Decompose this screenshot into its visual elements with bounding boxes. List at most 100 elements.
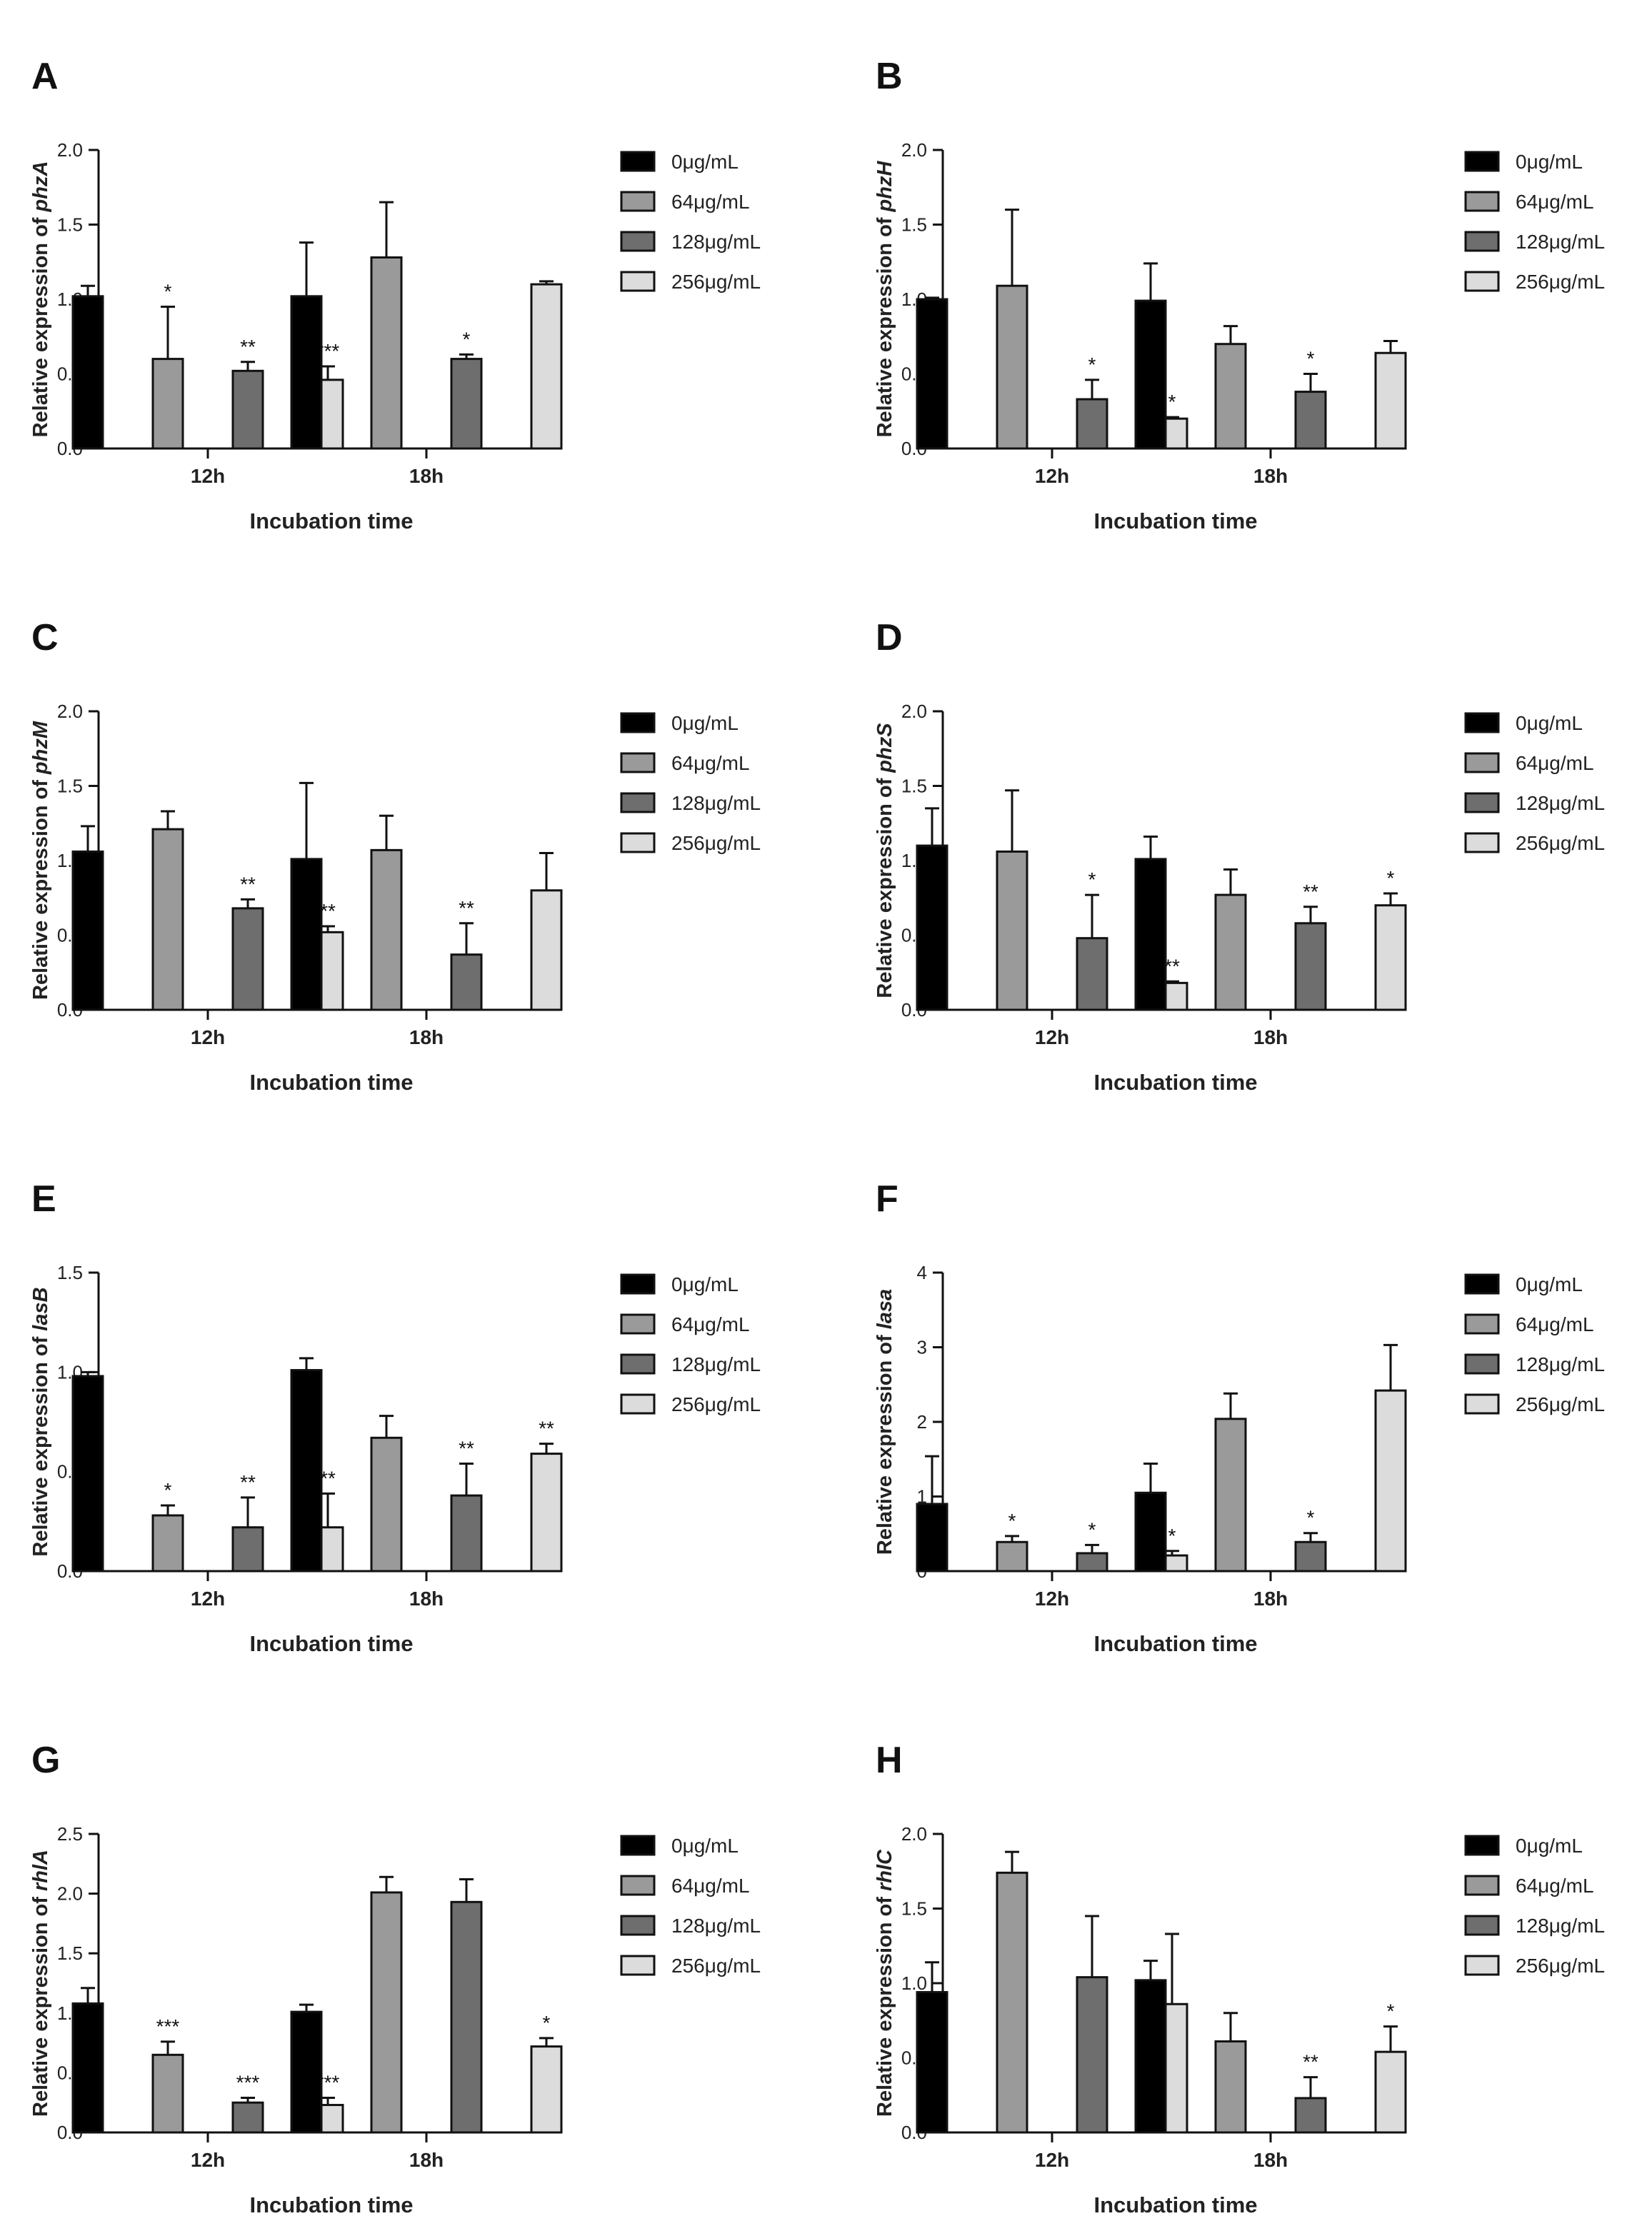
bar xyxy=(71,2002,104,2134)
bar xyxy=(231,2101,264,2134)
x-tick-label: 18h xyxy=(1253,1026,1288,1048)
legend-swatch xyxy=(1464,1353,1500,1375)
bar xyxy=(450,953,483,1011)
bar xyxy=(370,1436,403,1573)
significance-marker: *** xyxy=(156,2015,180,2037)
legend-label: 64μg/mL xyxy=(671,1313,750,1335)
panel-label: A xyxy=(31,56,59,97)
bar xyxy=(290,858,323,1011)
panel-label: C xyxy=(31,617,59,658)
significance-marker: * xyxy=(1387,867,1395,889)
y-tick-label: 1.5 xyxy=(57,1262,83,1283)
significance-marker: ** xyxy=(240,873,256,895)
bar xyxy=(231,1526,264,1573)
bar xyxy=(916,298,948,450)
y-tick-label: 1.0 xyxy=(901,1972,927,1994)
legend-label: 128μg/mL xyxy=(1516,231,1605,253)
legend-label: 256μg/mL xyxy=(671,271,761,293)
significance-marker: * xyxy=(1088,868,1096,891)
significance-marker: * xyxy=(1168,391,1176,413)
legend-label: 64μg/mL xyxy=(1516,191,1594,213)
bar xyxy=(1076,1552,1108,1573)
x-tick-label: 18h xyxy=(409,1026,444,1048)
bar xyxy=(151,2053,184,2134)
legend-swatch xyxy=(1464,1313,1500,1335)
bar xyxy=(916,1503,948,1573)
x-tick-label: 18h xyxy=(1253,2149,1288,2171)
legend-swatch xyxy=(1464,1955,1500,1976)
y-tick-label: 2.0 xyxy=(57,139,83,161)
x-tick-label: 12h xyxy=(191,465,225,487)
legend-swatch xyxy=(620,1955,656,1976)
y-tick-label: 1.5 xyxy=(57,214,83,236)
significance-marker: ** xyxy=(240,1471,256,1493)
y-tick-label: 1 xyxy=(917,1486,927,1508)
y-axis-label: Relative expression of lasa xyxy=(873,1289,896,1555)
legend-swatch xyxy=(1464,832,1500,853)
panel-label: E xyxy=(31,1178,56,1220)
bar xyxy=(1374,351,1407,450)
x-tick-label: 12h xyxy=(1035,465,1069,487)
panel-label: D xyxy=(876,617,903,658)
legend-swatch xyxy=(1464,151,1500,172)
legend-swatch xyxy=(620,1353,656,1375)
bar xyxy=(530,889,563,1011)
y-axis-label: Relative expression of lasB xyxy=(29,1287,52,1556)
x-axis-label: Incubation time xyxy=(249,1631,413,1656)
bar xyxy=(1076,1976,1108,2134)
significance-marker: * xyxy=(164,1479,172,1501)
significance-marker: ** xyxy=(320,1467,336,1489)
legend-label: 0μg/mL xyxy=(671,1835,739,1857)
y-tick-label: 3 xyxy=(917,1337,927,1358)
legend-label: 64μg/mL xyxy=(671,191,750,213)
legend-swatch xyxy=(620,1875,656,1896)
y-tick-label: 2.0 xyxy=(57,701,83,722)
legend-label: 128μg/mL xyxy=(671,792,761,814)
legend-swatch xyxy=(1464,1393,1500,1415)
legend-swatch xyxy=(1464,1835,1500,1856)
legend-swatch xyxy=(620,1915,656,1936)
significance-marker: * xyxy=(1387,2000,1395,2022)
bar xyxy=(290,1369,323,1573)
legend-label: 0μg/mL xyxy=(1516,712,1583,734)
bar xyxy=(1134,1979,1167,2134)
x-tick-label: 18h xyxy=(1253,465,1288,487)
x-tick-label: 18h xyxy=(409,2149,444,2171)
x-tick-label: 18h xyxy=(409,465,444,487)
bar xyxy=(450,358,483,450)
y-tick-label: 1.5 xyxy=(901,1898,927,1920)
legend-label: 256μg/mL xyxy=(1516,1955,1605,1977)
bar xyxy=(231,907,264,1011)
bar xyxy=(530,1453,563,1573)
bar xyxy=(71,295,104,450)
legend-label: 0μg/mL xyxy=(671,1273,739,1295)
x-tick-label: 12h xyxy=(191,1588,225,1610)
y-tick-label: 1.5 xyxy=(901,214,927,236)
y-tick-label: 2.0 xyxy=(901,1823,927,1845)
x-tick-label: 12h xyxy=(1035,1588,1069,1610)
x-axis-label: Incubation time xyxy=(1093,2192,1257,2217)
bar xyxy=(290,295,323,450)
significance-marker: * xyxy=(164,280,172,302)
legend-label: 0μg/mL xyxy=(1516,1835,1583,1857)
panel-f: F01234Relative expression of lasa***12h*… xyxy=(873,1178,1605,1656)
bar xyxy=(71,850,104,1011)
x-tick-label: 12h xyxy=(1035,1026,1069,1048)
bar xyxy=(370,848,403,1011)
legend-label: 128μg/mL xyxy=(671,1353,761,1375)
bar xyxy=(1214,893,1247,1011)
y-tick-label: 2.0 xyxy=(901,701,927,722)
legend-swatch xyxy=(620,191,656,212)
panel-label: B xyxy=(876,56,903,97)
legend-swatch xyxy=(1464,1875,1500,1896)
legend-label: 0μg/mL xyxy=(1516,1273,1583,1295)
y-axis-label: Relative expression of phzH xyxy=(873,161,896,438)
significance-marker: * xyxy=(1008,1510,1016,1532)
significance-marker: * xyxy=(1168,1525,1176,1547)
legend-swatch xyxy=(1464,231,1500,252)
legend-swatch xyxy=(620,712,656,733)
bar xyxy=(1076,398,1108,450)
